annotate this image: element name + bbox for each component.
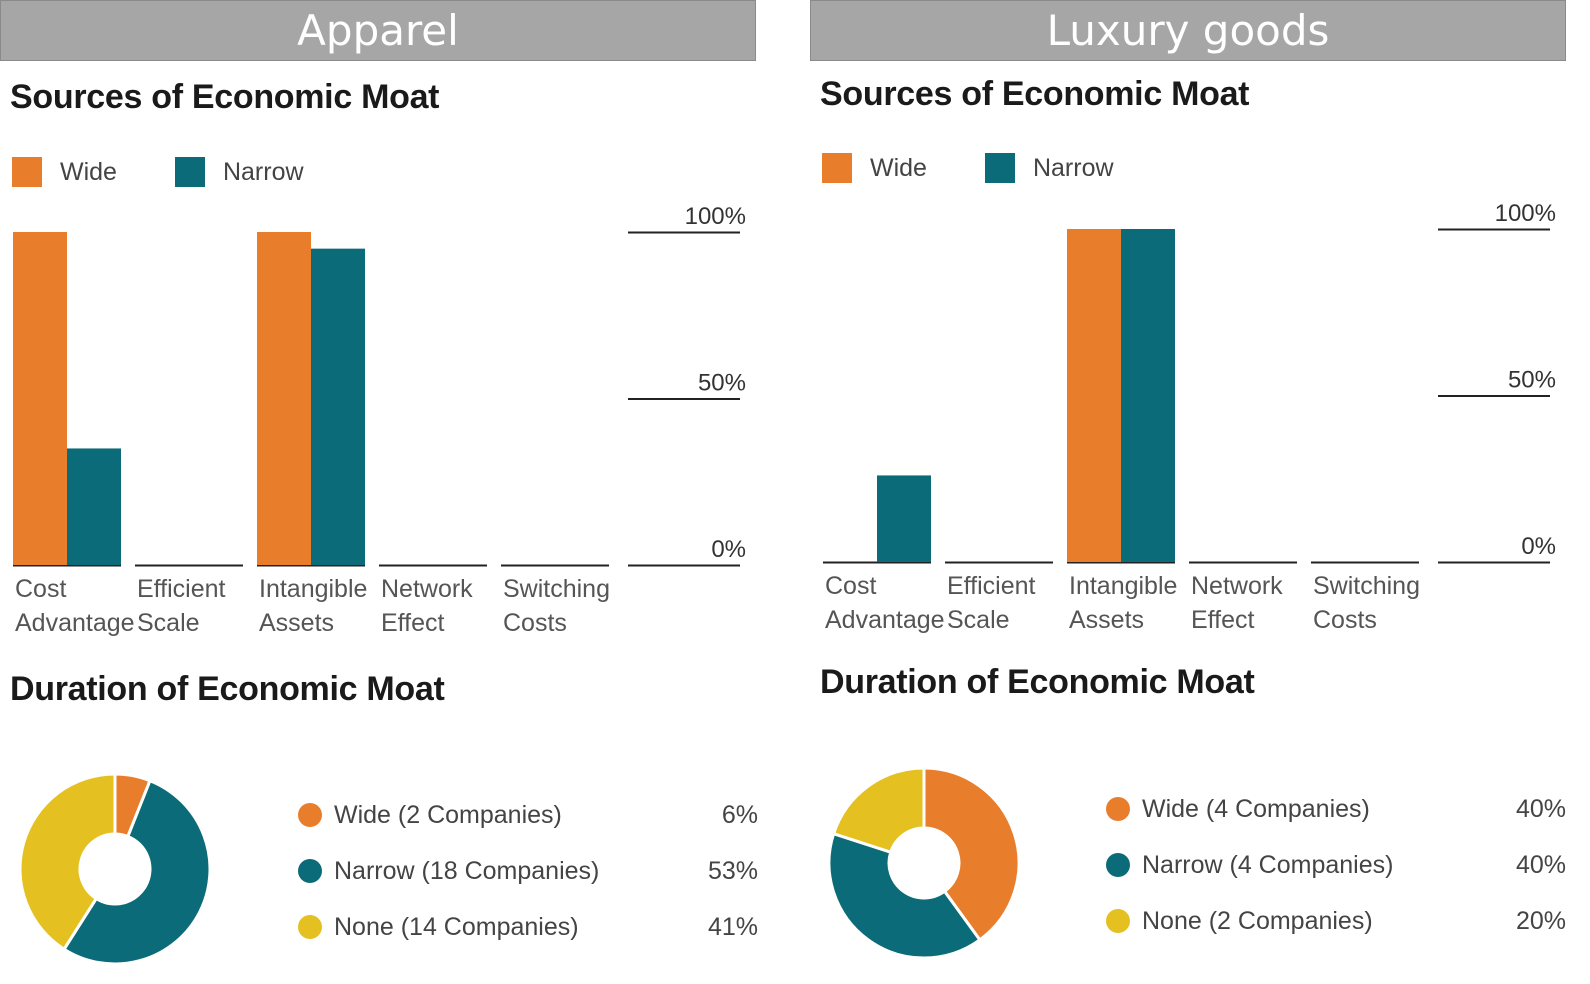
y-tick-label: 0% bbox=[711, 536, 746, 563]
duration-percent: 6% bbox=[721, 800, 758, 829]
y-tick-label: 100% bbox=[685, 203, 746, 230]
category-label: Network bbox=[381, 575, 473, 603]
bar-wide bbox=[13, 232, 67, 565]
duration-label: Narrow (4 Companies) bbox=[1142, 850, 1394, 879]
category-label: Switching bbox=[1313, 572, 1420, 600]
donut-slice-none bbox=[18, 773, 117, 952]
legend-label-narrow: Narrow bbox=[222, 157, 304, 186]
legend-label-wide: Wide bbox=[870, 153, 927, 182]
duration-label: Narrow (18 Companies) bbox=[334, 856, 600, 885]
legend-label-narrow: Narrow bbox=[1032, 153, 1114, 182]
bar-legend: Wide Narrow bbox=[12, 155, 362, 189]
donut-slice-narrow bbox=[62, 778, 212, 966]
sources-title: Sources of Economic Moat bbox=[820, 75, 1250, 113]
legend-swatch-wide bbox=[12, 157, 42, 187]
luxury-goods-panel: Luxury goods Sources of Economic Moat Wi… bbox=[810, 0, 1570, 984]
panel-header: Luxury goods bbox=[810, 0, 1566, 61]
duration-legend-row-wide: Wide (2 Companies) 6% bbox=[298, 795, 758, 835]
y-tick-label: 0% bbox=[1521, 533, 1556, 560]
category-label: Assets bbox=[259, 609, 334, 637]
category-label: Assets bbox=[1069, 606, 1144, 634]
legend-dot-narrow bbox=[1106, 853, 1130, 877]
legend-label-wide: Wide bbox=[60, 157, 117, 186]
panel-header: Apparel bbox=[0, 0, 756, 61]
duration-percent: 40% bbox=[1515, 794, 1566, 823]
duration-title: Duration of Economic Moat bbox=[10, 670, 445, 708]
category-label: Intangible bbox=[1069, 572, 1177, 600]
legend-dot-none bbox=[1106, 909, 1130, 933]
legend-dot-none bbox=[298, 915, 322, 939]
category-label: Costs bbox=[1313, 606, 1377, 634]
duration-donut-chart bbox=[18, 773, 212, 966]
legend-swatch-narrow bbox=[984, 153, 1015, 183]
duration-legend-row-narrow: Narrow (18 Companies) 53% bbox=[298, 851, 758, 891]
bar-legend: Wide Narrow bbox=[822, 151, 1172, 185]
duration-label: None (14 Companies) bbox=[334, 912, 579, 941]
bar-narrow bbox=[311, 248, 365, 565]
duration-legend-row-wide: Wide (4 Companies) 40% bbox=[1106, 789, 1566, 829]
legend-dot-wide bbox=[1106, 797, 1130, 821]
legend-dot-wide bbox=[298, 803, 322, 827]
sources-title: Sources of Economic Moat bbox=[10, 78, 440, 116]
category-label: Effect bbox=[1191, 606, 1255, 634]
bar-narrow bbox=[877, 475, 931, 562]
category-label: Cost bbox=[825, 572, 876, 600]
duration-legend-row-none: None (2 Companies) 20% bbox=[1106, 901, 1566, 941]
legend-item-narrow: Narrow bbox=[984, 153, 1114, 183]
duration-label: None (2 Companies) bbox=[1142, 906, 1373, 935]
category-label: Advantage bbox=[15, 609, 135, 637]
duration-percent: 41% bbox=[707, 912, 758, 941]
donut-slice-wide bbox=[922, 767, 1021, 942]
duration-legend-row-none: None (14 Companies) 41% bbox=[298, 907, 758, 947]
duration-percent: 40% bbox=[1515, 850, 1566, 879]
legend-swatch-wide bbox=[822, 153, 852, 183]
y-tick-label: 50% bbox=[1508, 367, 1556, 394]
category-label: Scale bbox=[137, 609, 200, 637]
category-label: Costs bbox=[503, 609, 567, 637]
category-label: Advantage bbox=[825, 606, 945, 634]
bar-narrow bbox=[1121, 229, 1175, 562]
category-label: Efficient bbox=[137, 575, 226, 603]
apparel-panel: Apparel Sources of Economic Moat Wide Na… bbox=[0, 0, 760, 984]
duration-donut-chart bbox=[827, 767, 1021, 960]
duration-legend-row-narrow: Narrow (4 Companies) 40% bbox=[1106, 845, 1566, 885]
bar-narrow bbox=[67, 448, 121, 565]
legend-swatch-narrow bbox=[174, 157, 205, 187]
y-tick-label: 100% bbox=[1495, 200, 1556, 227]
donut-slice-none bbox=[831, 767, 926, 855]
category-label: Effect bbox=[381, 609, 445, 637]
legend-dot-narrow bbox=[298, 859, 322, 883]
donut-slice-narrow bbox=[827, 831, 982, 960]
y-tick-label: 50% bbox=[698, 370, 746, 397]
bar-wide bbox=[1067, 229, 1121, 562]
category-label: Cost bbox=[15, 575, 66, 603]
category-label: Switching bbox=[503, 575, 610, 603]
duration-percent: 20% bbox=[1515, 906, 1566, 935]
duration-label: Wide (2 Companies) bbox=[334, 800, 562, 829]
bar-wide bbox=[257, 232, 311, 565]
category-label: Scale bbox=[947, 606, 1010, 634]
legend-item-narrow: Narrow bbox=[174, 157, 304, 187]
duration-percent: 53% bbox=[707, 856, 758, 885]
category-label: Network bbox=[1191, 572, 1283, 600]
legend-item-wide: Wide bbox=[12, 157, 117, 187]
category-label: Efficient bbox=[947, 572, 1036, 600]
duration-title: Duration of Economic Moat bbox=[820, 663, 1255, 701]
legend-item-wide: Wide bbox=[822, 153, 927, 183]
duration-label: Wide (4 Companies) bbox=[1142, 794, 1370, 823]
category-label: Intangible bbox=[259, 575, 367, 603]
